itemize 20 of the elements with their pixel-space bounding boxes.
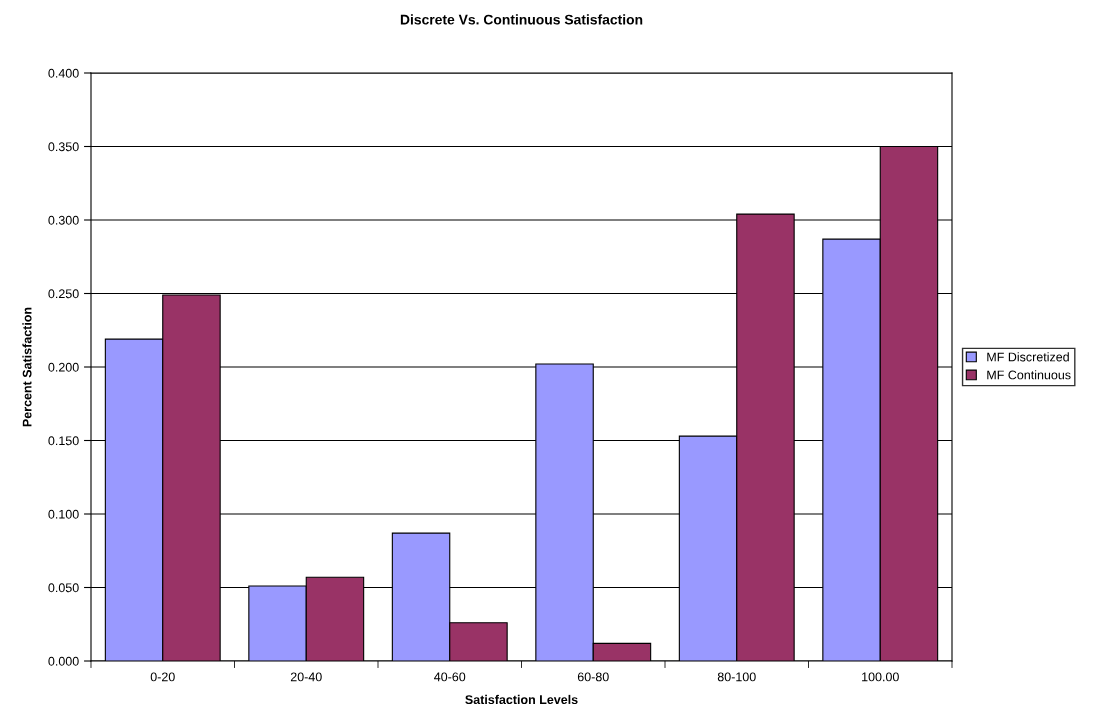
y-tick-label: 0.150	[48, 436, 79, 446]
legend-label: MF Discretized	[987, 352, 1069, 362]
y-axis-title: Percent Satisfaction	[22, 307, 32, 427]
y-tick-label: 0.400	[48, 68, 79, 78]
x-tick-label: 0-20	[150, 672, 175, 682]
x-tick-label: 20-40	[290, 672, 322, 682]
y-tick-label: 0.350	[48, 142, 79, 152]
x-tick-label: 80-100	[717, 672, 756, 682]
y-tick-label: 0.300	[48, 215, 79, 225]
y-tick-label: 0.050	[48, 583, 79, 593]
x-axis-title: Satisfaction Levels	[465, 694, 578, 705]
y-tick-label: 0.250	[48, 289, 79, 299]
y-tick-label: 0.000	[48, 656, 79, 666]
x-tick-label: 40-60	[434, 672, 466, 682]
y-tick-label: 0.100	[48, 509, 79, 519]
x-tick-label: 60-80	[577, 672, 609, 682]
x-tick-label: 100.00	[862, 672, 899, 682]
y-tick-label: 0.200	[48, 362, 79, 372]
legend-label: MF Continuous	[987, 370, 1071, 380]
chart-title: Discrete Vs. Continuous Satisfaction	[400, 14, 643, 25]
